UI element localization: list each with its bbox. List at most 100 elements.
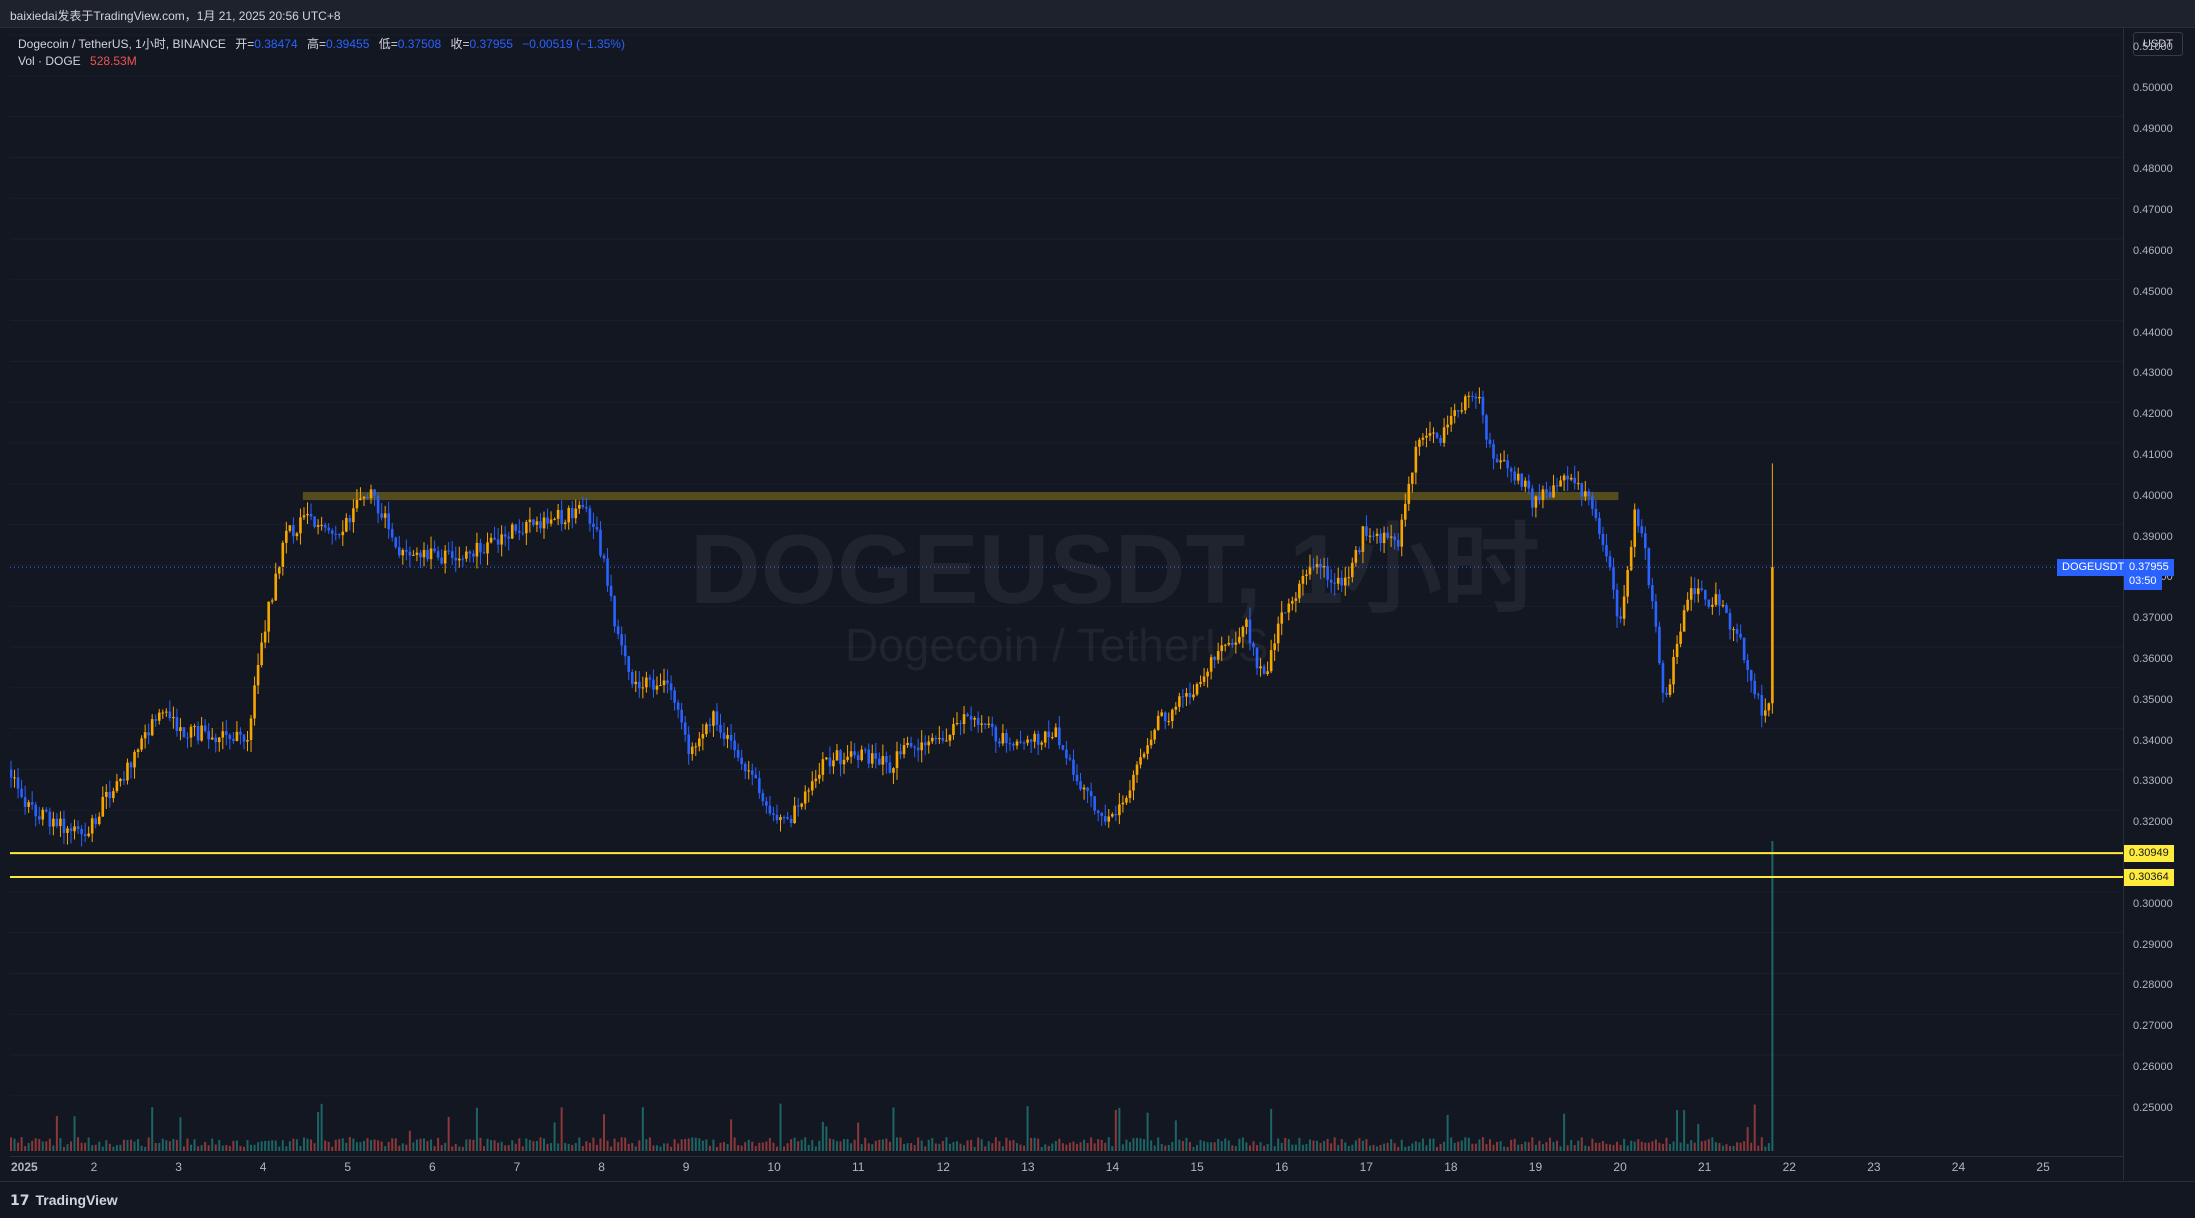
volume-bar (77, 1137, 80, 1151)
volume-bar (130, 1139, 133, 1151)
volume-bar (1545, 1142, 1548, 1151)
candle-body (1336, 577, 1340, 584)
candle-body (1538, 496, 1541, 501)
volume-bar (804, 1137, 807, 1151)
volume-bar (797, 1141, 800, 1151)
volume-bar (627, 1143, 630, 1151)
volume-bar (1669, 1144, 1672, 1151)
candle-body (1054, 727, 1058, 738)
volume-bar (1188, 1142, 1191, 1151)
volume-bar (1570, 1139, 1573, 1151)
volume-bar (765, 1141, 768, 1151)
candle-body (1668, 684, 1672, 695)
volume-bar (525, 1138, 528, 1151)
volume-bar (917, 1137, 920, 1151)
tradingview-logo[interactable]: 𝟭𝟳 TradingView (10, 1192, 118, 1209)
candle-body (567, 507, 571, 523)
candle-body (454, 557, 458, 561)
candle-body (874, 753, 878, 759)
volume-bar (603, 1114, 606, 1151)
volume-bar (1616, 1141, 1619, 1151)
volume-bar (1231, 1145, 1234, 1151)
volume-bar (821, 1121, 824, 1151)
candle-body (1156, 715, 1160, 730)
candle-body (1605, 544, 1608, 557)
volume-bar (606, 1140, 609, 1151)
time-tick-label: 6 (429, 1160, 436, 1174)
candle-body (1301, 576, 1305, 584)
candle-body (1040, 742, 1044, 745)
volume-bar (211, 1138, 214, 1151)
candle-body (758, 778, 761, 794)
currency-selector[interactable]: USDT (2133, 32, 2183, 56)
chart-pane[interactable] (9, 28, 2123, 1180)
volume-bar (941, 1140, 944, 1151)
candle-body (1760, 695, 1764, 716)
volume-bar (903, 1143, 906, 1151)
candle-body (277, 566, 281, 574)
volume-label: Vol · DOGE (18, 54, 81, 68)
volume-bar (807, 1144, 810, 1151)
volume-bar (1520, 1144, 1523, 1151)
countdown-tag: 03:50 (2124, 573, 2162, 591)
candle-body (585, 507, 588, 509)
volume-bar (1704, 1140, 1707, 1151)
volume-bar (200, 1145, 203, 1151)
volume-bar (91, 1145, 94, 1151)
volume-bar (871, 1144, 874, 1151)
candle-body (83, 834, 87, 837)
volume-bar (839, 1141, 842, 1151)
candle-body (549, 519, 553, 524)
candle-body (768, 805, 772, 814)
volume-bar (1160, 1143, 1163, 1151)
volume-bar (1559, 1146, 1562, 1151)
volume-bar (867, 1143, 870, 1151)
candle-body (150, 719, 154, 736)
volume-bar (1753, 1104, 1756, 1151)
time-tick-label: 7 (513, 1160, 521, 1174)
candle-body (1389, 536, 1393, 538)
volume-bar (80, 1142, 83, 1151)
candle-body (309, 513, 313, 517)
candle-body (20, 788, 23, 798)
price-axis[interactable] (2123, 28, 2195, 1180)
candle-body (1583, 491, 1587, 497)
volume-bar (1467, 1137, 1470, 1151)
candle-body (90, 818, 94, 834)
candle-body (436, 551, 440, 558)
volume-bar (225, 1144, 228, 1151)
price-tick-label: 0.45000 (2133, 285, 2173, 298)
candle-body (1728, 612, 1732, 630)
volume-bar (1185, 1137, 1188, 1151)
candle-body (1315, 563, 1319, 568)
volume-bar (895, 1137, 898, 1151)
candle-body (694, 746, 698, 748)
candle-body (1079, 781, 1082, 790)
candle-body (1068, 758, 1072, 760)
volume-bar (1023, 1145, 1026, 1151)
resistance-zone[interactable] (302, 491, 1619, 501)
candle-body (327, 527, 330, 531)
volume-bar (1319, 1143, 1322, 1151)
volume-bar (1573, 1145, 1576, 1151)
volume-bar (864, 1137, 867, 1151)
volume-bar (1510, 1139, 1513, 1151)
candle-body (1365, 526, 1368, 536)
volume-bar (1220, 1141, 1223, 1151)
candle-body (486, 542, 489, 554)
volume-bar (588, 1142, 591, 1151)
candle-body (966, 714, 969, 717)
volume-bar (1503, 1146, 1506, 1151)
volume-bar (1612, 1144, 1615, 1151)
volume-bar (1443, 1141, 1446, 1151)
candle-body (1216, 651, 1220, 660)
price-chart[interactable] (9, 28, 2123, 1156)
volume-bar (447, 1116, 450, 1151)
time-axis[interactable] (10, 1156, 2123, 1181)
volume-bar (1323, 1140, 1326, 1151)
candle-body (1019, 741, 1022, 743)
volume-bar (345, 1142, 348, 1151)
volume-bar (1072, 1141, 1075, 1151)
candle-body (1153, 729, 1156, 740)
candle-body (380, 513, 383, 518)
